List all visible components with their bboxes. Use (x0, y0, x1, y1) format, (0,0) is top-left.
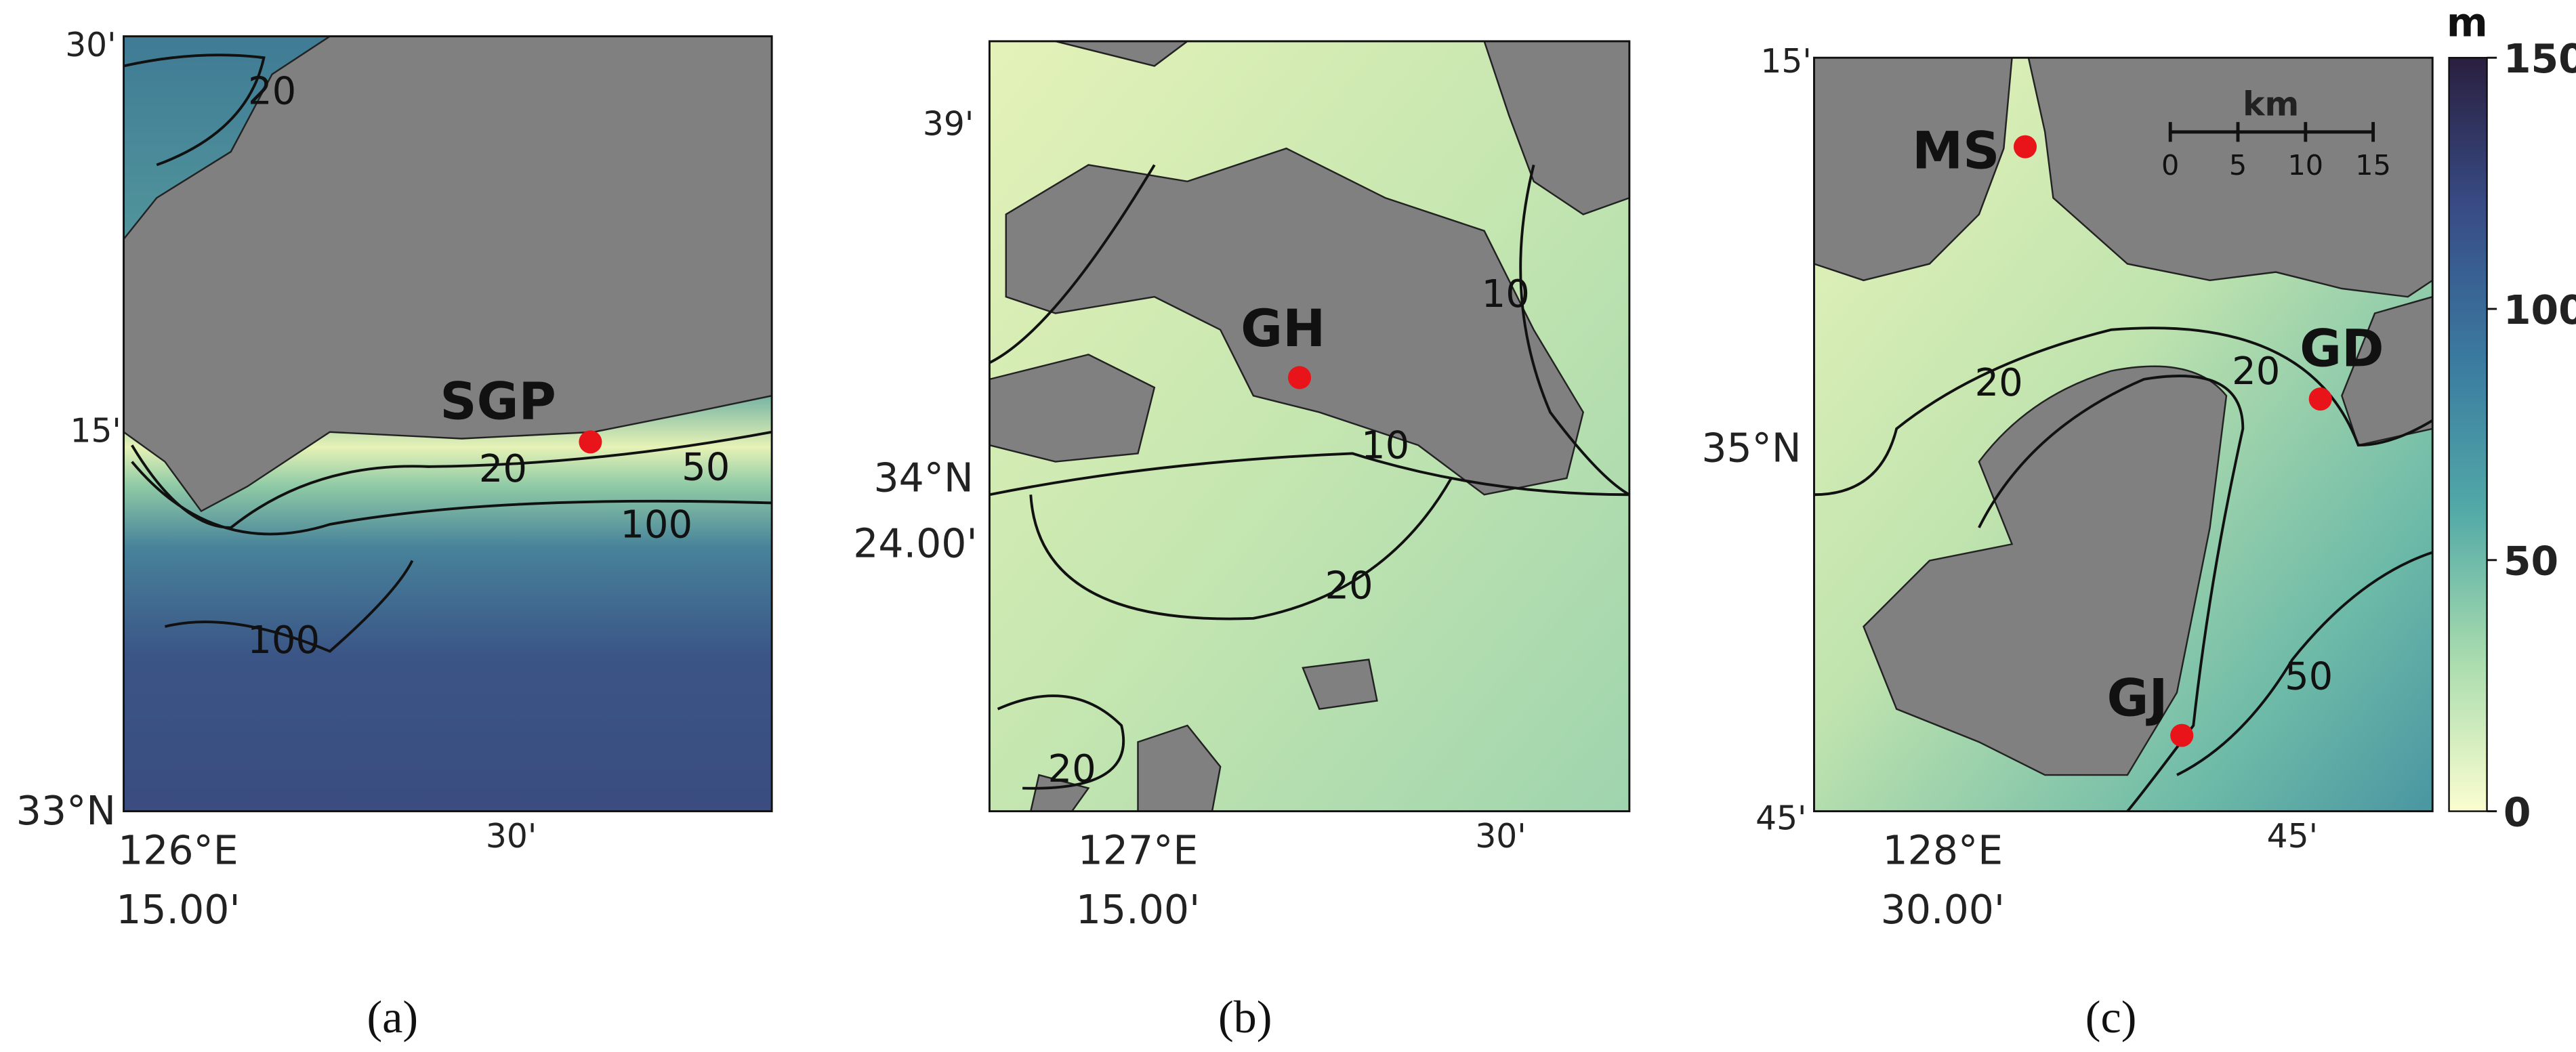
site-marker (2308, 387, 2332, 411)
panel-b: 39' 34°N 24.00' 127°E 15.00' 30' GH 10 1… (853, 40, 1631, 1043)
contour-line (123, 54, 772, 653)
contour-label: 20 (1325, 564, 1373, 608)
panel-caption: (b) (1218, 991, 1272, 1043)
scale-bar: km 0 5 10 15 (2161, 85, 2391, 182)
lat-label: 24.00' (853, 521, 977, 567)
site-marker (2013, 135, 2037, 159)
contour-label: 50 (2285, 654, 2333, 698)
lat-label: 39' (923, 106, 974, 144)
scale-bar-tick-label: 15 (2355, 149, 2391, 182)
frame (123, 35, 773, 813)
lat-label: 15' (1760, 43, 1811, 81)
contour-label: 20 (1974, 361, 2022, 405)
panel-caption: (a) (367, 991, 418, 1043)
scale-bar-unit: km (2243, 85, 2299, 123)
contour-label: 20 (2232, 350, 2280, 394)
lon-label: 127°E (1078, 827, 1199, 873)
scale-bar-tick-label: 10 (2287, 149, 2323, 182)
contour-label: 50 (682, 445, 730, 489)
land (1005, 147, 1584, 496)
lon-label: 15.00' (116, 887, 240, 933)
site-label: SGP (440, 371, 556, 431)
site-label: GJ (2107, 668, 2168, 728)
site-marker (1288, 366, 1312, 390)
colorbar-tick-label: 0 (2504, 789, 2531, 835)
contour-label: 20 (248, 69, 296, 113)
panel-caption: (c) (2085, 991, 2137, 1043)
lon-label: 30.00' (1881, 887, 2005, 933)
land (1813, 57, 2013, 282)
lat-label: 30' (65, 26, 116, 64)
lat-label: 15' (70, 412, 121, 450)
contour-label: 10 (1361, 424, 1409, 468)
frame (1813, 56, 2434, 813)
contour-label: 20 (479, 447, 527, 491)
scale-bar-tick-label: 5 (2229, 149, 2247, 182)
lon-label: 15.00' (1076, 887, 1200, 933)
lat-label: 35°N (1701, 425, 1801, 471)
colorbar-tick-label: 150 (2504, 36, 2576, 82)
lon-label: 30' (486, 818, 537, 856)
contour-label: 20 (1048, 747, 1096, 791)
land (123, 35, 773, 513)
colorbar: m 0 50 100 150 (2447, 0, 2576, 835)
lon-label: 126°E (118, 827, 238, 873)
lon-label: 45' (2267, 818, 2318, 856)
lon-label: 30' (1475, 818, 1526, 856)
panel-a: 30' 15' 33°N 126°E 15.00' 30' SGP 20 20 … (16, 26, 773, 1043)
colorbar-gradient (2448, 57, 2488, 812)
site-marker (2170, 723, 2194, 747)
colorbar-tick-label: 50 (2504, 539, 2558, 585)
lat-label: 45' (1756, 799, 1806, 837)
site-label: GD (2300, 318, 2384, 378)
site-marker (579, 430, 602, 454)
lat-label: 33°N (16, 788, 116, 834)
panel-c: km 0 5 10 15 15' 35°N 45' 128°E 30.00' 45' … (1701, 43, 2434, 1043)
scale-bar-tick-label: 0 (2161, 149, 2179, 182)
contour-label: 100 (620, 503, 692, 547)
frame (988, 40, 1631, 813)
land (1863, 365, 2228, 776)
colorbar-unit: m (2447, 0, 2488, 46)
colorbar-tick-label: 100 (2504, 287, 2576, 333)
lon-label: 128°E (1883, 827, 2003, 873)
contour-line (989, 164, 1630, 790)
contour-label: 10 (1482, 272, 1530, 316)
site-label: GH (1241, 299, 1325, 358)
contour-label: 100 (247, 618, 320, 662)
site-label: MS (1912, 121, 1999, 180)
lat-label: 34°N (873, 455, 973, 501)
